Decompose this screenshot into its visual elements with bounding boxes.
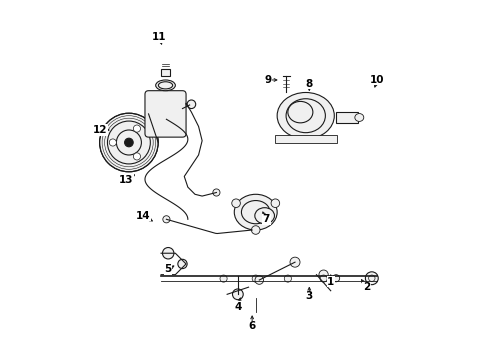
Circle shape xyxy=(252,275,259,282)
Circle shape xyxy=(124,138,133,147)
Text: 10: 10 xyxy=(370,75,385,85)
FancyBboxPatch shape xyxy=(275,135,337,143)
Ellipse shape xyxy=(156,80,175,91)
Circle shape xyxy=(290,257,300,267)
Circle shape xyxy=(271,199,280,207)
Text: 5: 5 xyxy=(165,264,172,274)
Circle shape xyxy=(320,275,327,282)
Circle shape xyxy=(319,270,328,279)
Circle shape xyxy=(255,276,264,284)
Text: 6: 6 xyxy=(248,321,256,332)
Text: 4: 4 xyxy=(234,302,242,312)
FancyBboxPatch shape xyxy=(336,112,358,123)
Text: 13: 13 xyxy=(119,175,134,185)
FancyBboxPatch shape xyxy=(161,69,170,76)
Circle shape xyxy=(178,259,187,269)
Text: 7: 7 xyxy=(263,214,270,224)
Text: 1: 1 xyxy=(327,277,334,287)
Text: 8: 8 xyxy=(306,78,313,89)
Ellipse shape xyxy=(255,208,274,224)
Text: 14: 14 xyxy=(136,211,150,221)
Ellipse shape xyxy=(355,113,364,121)
FancyBboxPatch shape xyxy=(145,91,186,137)
Circle shape xyxy=(251,226,260,234)
Circle shape xyxy=(133,153,141,160)
Circle shape xyxy=(366,272,378,285)
Circle shape xyxy=(163,216,170,223)
Circle shape xyxy=(232,289,243,300)
Text: 11: 11 xyxy=(152,32,167,42)
Circle shape xyxy=(163,248,174,259)
Circle shape xyxy=(333,275,340,282)
Circle shape xyxy=(220,275,227,282)
Ellipse shape xyxy=(277,93,334,139)
Text: 9: 9 xyxy=(265,75,272,85)
Ellipse shape xyxy=(288,102,313,123)
Circle shape xyxy=(187,100,196,109)
Circle shape xyxy=(109,139,117,146)
Circle shape xyxy=(133,125,141,132)
Circle shape xyxy=(284,275,292,282)
Ellipse shape xyxy=(234,194,277,230)
Text: 2: 2 xyxy=(363,282,370,292)
Text: 12: 12 xyxy=(93,125,108,135)
Circle shape xyxy=(99,113,158,172)
Text: 3: 3 xyxy=(306,291,313,301)
Circle shape xyxy=(232,199,241,207)
Circle shape xyxy=(213,189,220,196)
